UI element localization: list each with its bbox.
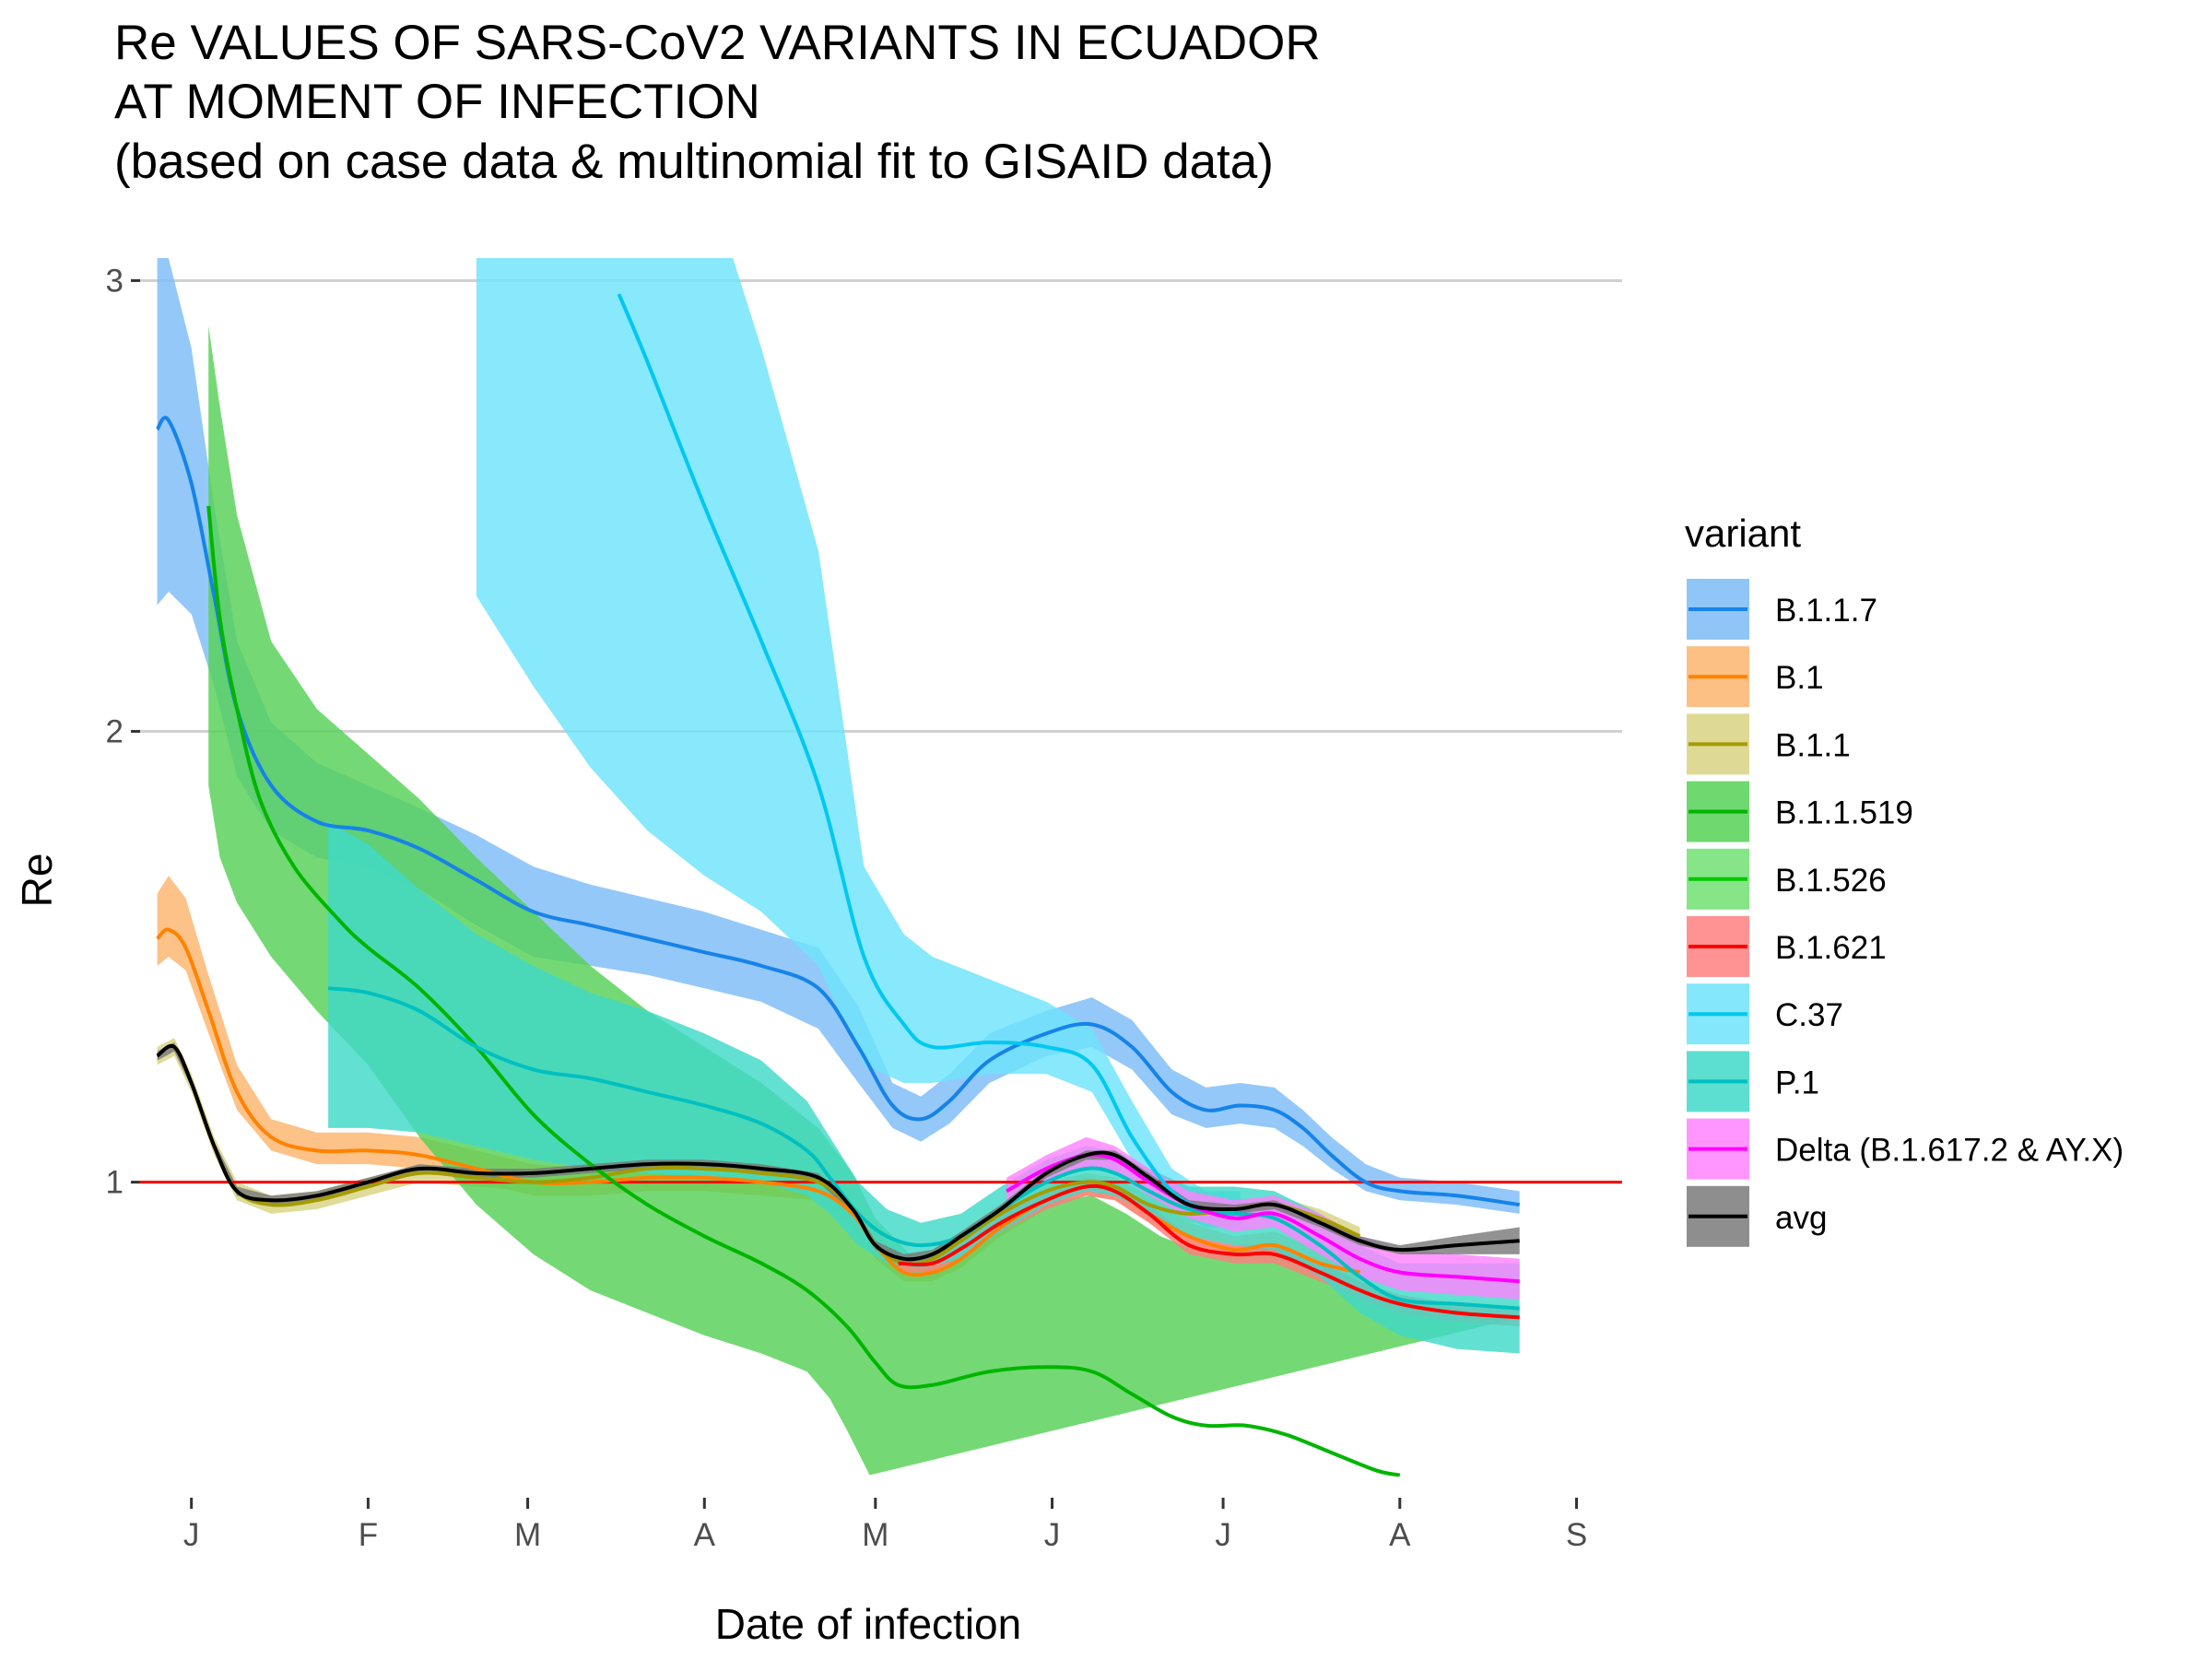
line-b-1-1-519	[206, 505, 1401, 1477]
ribbon-c-37	[476, 258, 1241, 1228]
legend-label-b-1-1-519: B.1.1.519	[1775, 795, 1913, 831]
x-tick-label-8: S	[1566, 1517, 1587, 1553]
title-line-3: (based on case data & multinomial fit to…	[114, 135, 1274, 189]
legend-label-b-1-1: B.1.1	[1775, 727, 1851, 763]
legend-label-b-1-526: B.1.526	[1775, 863, 1887, 899]
ribbon-b-1-1-519	[208, 325, 1520, 1476]
x-axis-title: Date of infection	[715, 1600, 1021, 1648]
series-lines	[155, 293, 1520, 1477]
y-tick-label-1: 1	[106, 1165, 124, 1201]
line-b-1-1-7	[155, 416, 1520, 1207]
legend-item-b-1-1-519: B.1.1.519	[1687, 781, 1913, 842]
x-tick-label-1: F	[359, 1517, 378, 1553]
legend-item-b-1-1: B.1.1	[1687, 713, 1851, 775]
legend-item-b-1-1-7: B.1.1.7	[1687, 579, 1877, 640]
legend-item-p-1: P.1	[1687, 1051, 1819, 1112]
x-tick-label-0: J	[183, 1517, 200, 1553]
line-c-37	[617, 293, 1241, 1213]
y-axis: 1 2 3	[106, 263, 140, 1201]
legend: variant B.1.1.7 B.1 B.1.1 B.1.1.519 B.1.526 B…	[1685, 512, 2124, 1247]
line-b-1-621	[898, 1183, 1520, 1320]
line-p-1	[327, 986, 1520, 1311]
y-axis-title: Re	[13, 853, 61, 908]
ribbon-b-1-1-7	[157, 258, 1520, 1214]
y-tick-label-3: 3	[106, 263, 124, 299]
line-avg	[156, 1043, 1520, 1262]
legend-label-b-1-621: B.1.621	[1775, 930, 1887, 966]
legend-label-c-37: C.37	[1775, 997, 1843, 1033]
x-tick-label-3: A	[694, 1517, 716, 1553]
chart-title: Re VALUES OF SARS-CoV2 VARIANTS IN ECUAD…	[114, 16, 1321, 189]
x-tick-label-6: J	[1215, 1517, 1231, 1553]
legend-label-avg: avg	[1775, 1200, 1827, 1236]
legend-label-delta-b-1-617-2-ay-x-: Delta (B.1.617.2 & AY.X)	[1775, 1133, 2124, 1169]
x-tick-label-5: J	[1044, 1517, 1061, 1553]
legend-item-b-1-526: B.1.526	[1687, 848, 1887, 910]
legend-item-b-1: B.1	[1687, 646, 1824, 708]
legend-label-b-1-1-7: B.1.1.7	[1775, 593, 1877, 629]
title-line-1: Re VALUES OF SARS-CoV2 VARIANTS IN ECUAD…	[114, 16, 1321, 70]
legend-label-b-1: B.1	[1775, 660, 1824, 696]
x-tick-label-4: M	[862, 1517, 888, 1553]
legend-item-delta-b-1-617-2-ay-x-: Delta (B.1.617.2 & AY.X)	[1687, 1118, 2124, 1180]
legend-item-avg: avg	[1687, 1185, 1827, 1247]
x-tick-label-7: A	[1389, 1517, 1411, 1553]
legend-label-p-1: P.1	[1775, 1065, 1819, 1100]
ribbon-delta-b-1-617-2-ay-x-	[1006, 1136, 1520, 1300]
legend-item-b-1-621: B.1.621	[1687, 916, 1887, 977]
y-tick-label-2: 2	[106, 714, 124, 750]
line-b-1-1	[156, 1043, 1361, 1266]
legend-title: variant	[1685, 512, 1801, 555]
x-tick-label-2: M	[514, 1517, 541, 1553]
title-line-2: AT MOMENT OF INFECTION	[114, 75, 760, 129]
legend-item-c-37: C.37	[1687, 983, 1843, 1045]
